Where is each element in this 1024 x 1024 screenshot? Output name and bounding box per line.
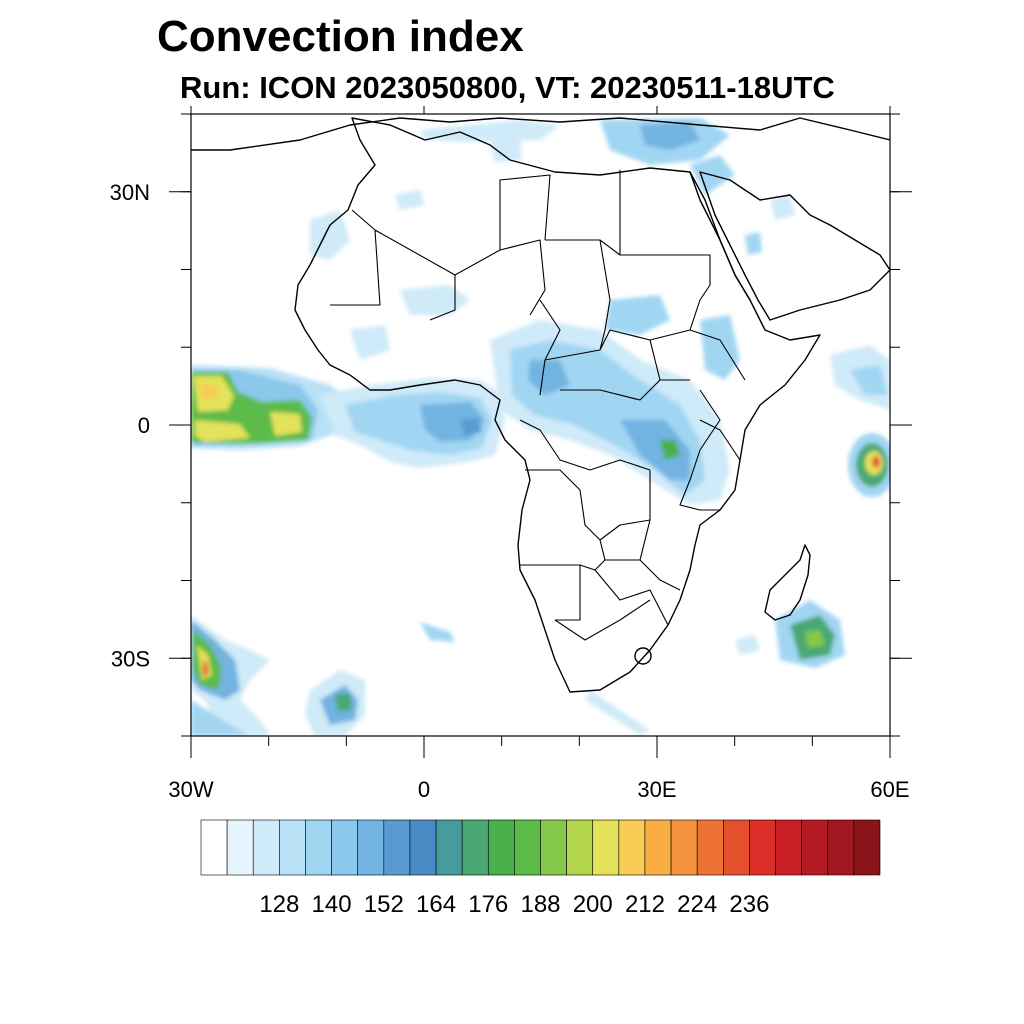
madagascar-outline [764, 544, 811, 621]
colorbar-swatch [487, 819, 515, 876]
convection-cell-madagascar [735, 600, 845, 668]
convection-indian-ocean [830, 345, 890, 410]
convection-field [191, 118, 890, 736]
colorbar-swatch [435, 819, 463, 876]
convection-cell-south-atlantic [305, 622, 650, 736]
convection-cell-central-africa [490, 320, 730, 505]
colorbar-swatch [409, 819, 437, 876]
colorbar-label: 188 [520, 891, 560, 918]
colorbar-swatch [592, 819, 620, 876]
country-borders [330, 170, 746, 641]
colorbar-swatch [461, 819, 489, 876]
convection-cell-cyclone [848, 433, 890, 497]
colorbar-label: 224 [677, 891, 717, 918]
colorbar-swatch [200, 819, 228, 876]
colorbar-label: 176 [468, 891, 508, 918]
colorbar-label: 236 [729, 891, 769, 918]
europe-coast [191, 117, 890, 151]
convection-mediterranean [420, 118, 735, 195]
x-tick-label: 30W [168, 777, 213, 802]
y-tick-label: 30N [110, 180, 150, 205]
red-sea [689, 171, 751, 301]
convection-band-guinea [320, 378, 505, 468]
colorbar-label: 212 [625, 891, 665, 918]
colorbar-swatch [566, 819, 594, 876]
x-tick-label: 0 [418, 777, 430, 802]
colorbar-swatch [827, 819, 855, 876]
colorbar-swatch [644, 819, 672, 876]
colorbar-label: 128 [259, 891, 299, 918]
convection-sahel [310, 190, 795, 380]
colorbar-swatch [357, 819, 385, 876]
colorbar-swatch [279, 819, 306, 876]
africa-outline [294, 117, 821, 693]
colorbar-labels: 128 140 152 164 176 188 200 212 224 236 [259, 891, 769, 918]
axis-ticks [169, 106, 912, 758]
colorbar-swatch [696, 819, 724, 876]
arabia-outline [699, 171, 890, 321]
colorbar-swatch [853, 819, 881, 876]
y-tick-label: 0 [138, 413, 150, 438]
convection-cell-atlantic-west [191, 365, 350, 450]
colorbar-label: 200 [573, 891, 613, 918]
colorbar-swatch [305, 819, 332, 876]
colorbar-swatch [331, 819, 358, 876]
colorbar-swatch [801, 819, 829, 876]
page-subtitle: Run: ICON 2023050800, VT: 20230511-18UTC [180, 70, 835, 105]
lesotho-outline [634, 647, 652, 665]
colorbar-swatch [540, 819, 567, 876]
colorbar [200, 819, 881, 876]
colorbar-swatch [670, 819, 698, 876]
x-tick-label: 60E [870, 777, 909, 802]
colorbar-swatch [514, 819, 541, 876]
page-title: Convection index [157, 12, 524, 61]
colorbar-swatch [749, 819, 776, 876]
coastlines [191, 117, 890, 693]
x-tick-label: 30E [637, 777, 676, 802]
colorbar-label: 164 [416, 891, 456, 918]
convection-cell-southwest-atlantic [191, 615, 270, 736]
colorbar-label: 152 [364, 891, 404, 918]
colorbar-swatch [383, 819, 411, 876]
axis-tick-labels: 30W 0 30E 60E 30N 0 30S [110, 180, 910, 802]
colorbar-swatch [775, 819, 802, 876]
colorbar-swatch [618, 819, 646, 876]
colorbar-label: 140 [312, 891, 352, 918]
colorbar-swatch [723, 819, 750, 876]
y-tick-label: 30S [111, 646, 150, 671]
colorbar-swatch [226, 819, 254, 876]
colorbar-swatch [252, 819, 280, 876]
